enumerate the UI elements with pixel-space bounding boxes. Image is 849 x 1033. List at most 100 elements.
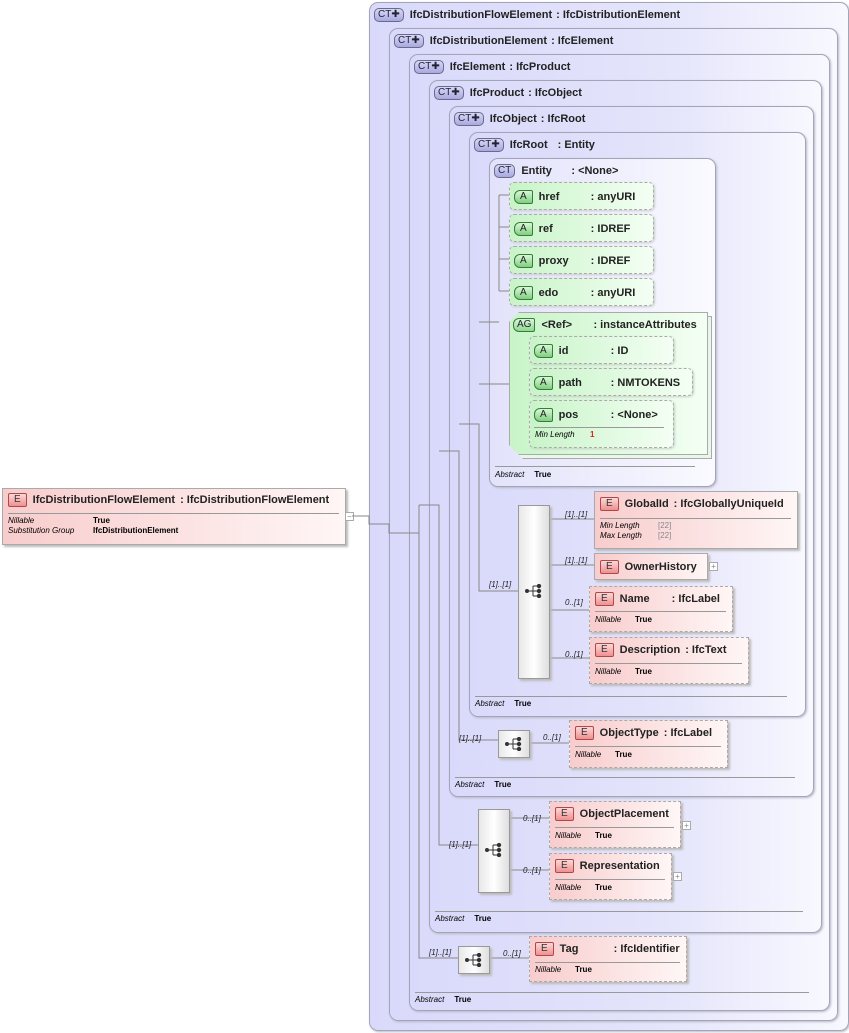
- element-badge-icon: E: [595, 643, 614, 657]
- prop-key: Nillable: [575, 750, 602, 759]
- prop-key: Nillable: [535, 965, 562, 974]
- attribute-icon: A: [534, 344, 553, 358]
- ifcroot-abstract: Abstract True: [475, 699, 532, 708]
- element-name: Representation: [579, 860, 660, 872]
- element-cardinality: 0..[1]: [565, 650, 583, 659]
- element-badge-icon: E: [575, 726, 594, 740]
- ag-name: <Ref>: [541, 319, 573, 331]
- attr-type: : ID: [610, 345, 629, 357]
- ag-type: : instanceAttributes: [593, 319, 697, 331]
- prop-value: [22]: [658, 531, 672, 540]
- element-cardinality: 0..[1]: [565, 598, 583, 607]
- attr-name: href: [538, 191, 560, 203]
- expand-button[interactable]: +: [682, 821, 691, 830]
- element-objectplacement[interactable]: E ObjectPlacement Nillable True: [549, 801, 681, 848]
- sequence-compositor-ifcroot[interactable]: [518, 505, 550, 679]
- element-name[interactable]: E Name: IfcLabel Nillable True: [589, 586, 733, 632]
- attr-type: : anyURI: [590, 191, 636, 203]
- ct-type: : IfcProduct: [509, 61, 571, 73]
- root-element-ifcdistributionflowelement[interactable]: E IfcDistributionFlowElement: IfcDistribu…: [2, 488, 346, 545]
- prop-value: True: [615, 750, 632, 759]
- element-description[interactable]: E Description: IfcText Nillable True: [589, 637, 749, 684]
- ifcelement-abstract: Abstract True: [415, 995, 472, 1004]
- element-name: Description: [619, 644, 681, 656]
- prop-key: Nillable: [555, 831, 582, 840]
- prop-key: Nillable: [8, 516, 35, 525]
- attr-type: : IDREF: [590, 223, 631, 235]
- element-badge-icon: E: [600, 560, 619, 574]
- prop-value: IfcDistributionElement: [93, 526, 179, 535]
- attr-name: ref: [538, 223, 553, 235]
- attribute-icon: A: [514, 190, 533, 204]
- ct-type: : IfcElement: [551, 35, 614, 47]
- expand-button[interactable]: +: [709, 562, 718, 571]
- element-type: : IfcDistributionFlowElement: [180, 494, 330, 506]
- ct-type: : IfcDistributionElement: [556, 9, 681, 21]
- element-ownerhistory[interactable]: E OwnerHistory: [594, 553, 708, 580]
- sequence-icon: [485, 843, 502, 857]
- sequence-cardinality: [1]..[1]: [449, 840, 472, 849]
- element-type: : IfcLabel: [671, 593, 720, 605]
- sequence-compositor-ifcproduct[interactable]: [478, 809, 510, 893]
- element-cardinality: 0..[1]: [543, 733, 561, 742]
- element-name: ObjectType: [599, 727, 659, 739]
- ct-type: : Entity: [557, 139, 595, 151]
- element-tag[interactable]: E Tag: IfcIdentifier Nillable True: [529, 936, 687, 982]
- prop-key: Min Length: [600, 521, 640, 530]
- complex-type-icon: CT: [494, 164, 516, 178]
- attr-name: id: [558, 345, 569, 357]
- ct-name: IfcDistributionElement: [429, 35, 548, 47]
- sequence-cardinality: [1]..[1]: [489, 580, 512, 589]
- element-type: : IfcGloballyUniqueId: [673, 498, 784, 510]
- attribute-icon: A: [514, 222, 533, 236]
- prop-value: True: [93, 516, 110, 525]
- expand-button[interactable]: +: [673, 872, 682, 881]
- ct-name: IfcObject: [489, 113, 537, 125]
- element-badge-icon: E: [535, 942, 554, 956]
- sequence-icon: [505, 737, 522, 751]
- ifcproduct-abstract: Abstract True: [435, 914, 492, 923]
- attr-type: : NMTOKENS: [610, 377, 681, 389]
- sequence-compositor-ifcelement[interactable]: [458, 946, 490, 974]
- complex-type-icon: CT✚: [434, 86, 464, 100]
- element-badge-icon: E: [600, 497, 619, 511]
- attr-name: pos: [558, 409, 579, 421]
- attribute-icon: A: [514, 254, 533, 268]
- prop-key: Nillable: [555, 883, 582, 892]
- prop-value: [22]: [658, 521, 672, 530]
- ifcobject-abstract: Abstract True: [455, 780, 512, 789]
- prop-value: True: [575, 965, 592, 974]
- entity-abstract: Abstract True: [495, 470, 552, 479]
- prop-key: Nillable: [595, 615, 622, 624]
- element-globalid[interactable]: E GlobalId: IfcGloballyUniqueId Min Lengt…: [594, 491, 798, 549]
- facet-key: Min Length: [535, 430, 575, 439]
- ct-name: Entity: [521, 165, 552, 177]
- element-representation[interactable]: E Representation Nillable True: [549, 853, 672, 900]
- element-cardinality: 0..[1]: [503, 949, 521, 958]
- element-type: : IfcLabel: [663, 727, 713, 739]
- element-badge-icon: E: [8, 493, 27, 507]
- ct-type: : <None>: [571, 165, 619, 177]
- element-objecttype[interactable]: E ObjectType : IfcLabel Nillable True: [569, 720, 728, 768]
- attr-name: edo: [538, 287, 559, 299]
- ct-type: : IfcRoot: [540, 113, 586, 125]
- element-cardinality: [1]..[1]: [565, 510, 588, 519]
- element-cardinality: [1]..[1]: [565, 556, 588, 565]
- element-name: Name: [619, 593, 650, 605]
- attr-type: : anyURI: [590, 287, 636, 299]
- element-name: OwnerHistory: [624, 561, 697, 573]
- attribute-icon: A: [534, 408, 553, 422]
- complex-type-icon: CT✚: [474, 138, 504, 152]
- sequence-compositor-ifcobject[interactable]: [498, 730, 530, 758]
- attr-name: proxy: [538, 255, 569, 267]
- ct-name: IfcProduct: [469, 87, 525, 99]
- element-type: : IfcText: [685, 644, 727, 656]
- sequence-cardinality: [1]..[1]: [459, 734, 482, 743]
